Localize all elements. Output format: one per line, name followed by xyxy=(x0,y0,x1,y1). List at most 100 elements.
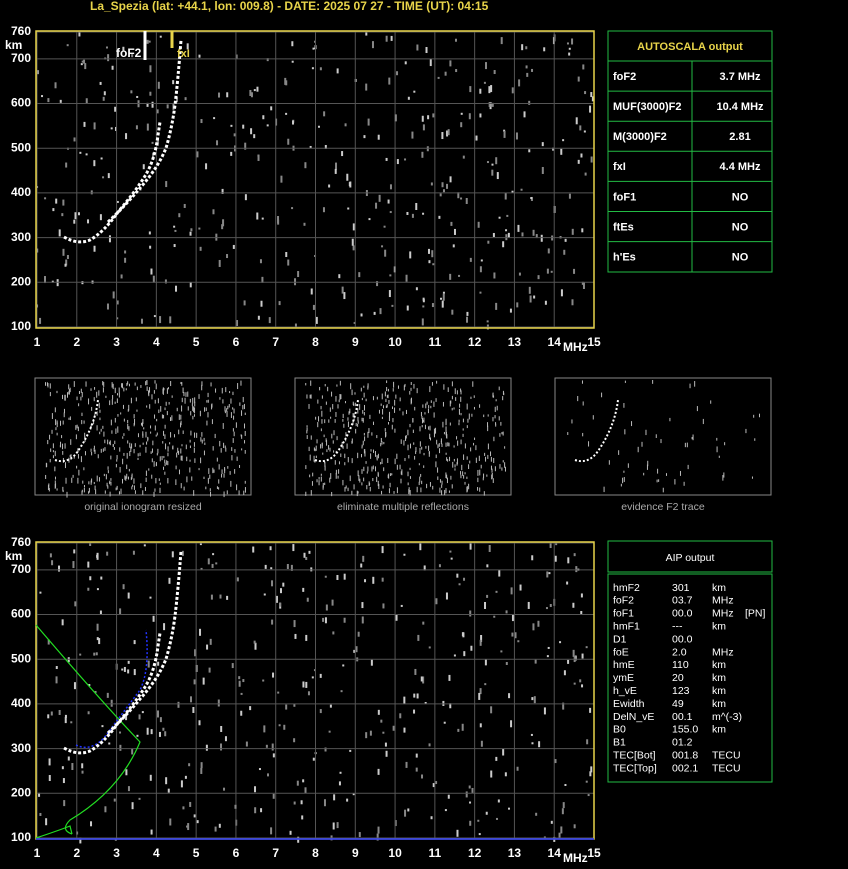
noise xyxy=(449,60,452,67)
panel-noise xyxy=(242,405,244,410)
panel-noise xyxy=(155,462,157,466)
noise xyxy=(341,151,344,157)
noise xyxy=(202,677,205,685)
noise xyxy=(346,798,349,802)
noise xyxy=(190,228,193,232)
panel-noise xyxy=(361,446,363,449)
panel-noise xyxy=(432,485,434,490)
noise xyxy=(336,822,339,829)
noise xyxy=(290,564,293,571)
noise xyxy=(521,232,524,237)
y-tick-label: 600 xyxy=(11,607,31,621)
panel-noise xyxy=(69,454,71,457)
panel-noise xyxy=(175,479,177,486)
noise xyxy=(523,111,526,118)
noise xyxy=(270,567,273,570)
noise xyxy=(406,305,409,311)
panel-noise xyxy=(320,428,322,432)
panel-noise xyxy=(192,405,194,411)
noise xyxy=(119,608,122,615)
panel-noise xyxy=(426,483,428,489)
panel-noise xyxy=(224,410,226,414)
panel-noise xyxy=(388,399,390,404)
noise xyxy=(284,77,287,85)
noise xyxy=(558,832,561,839)
panel-noise xyxy=(429,482,431,487)
panel-noise xyxy=(172,445,174,450)
panel-noise xyxy=(501,467,503,471)
noise xyxy=(385,157,388,161)
panel-noise xyxy=(237,383,239,390)
panel-noise xyxy=(153,461,155,467)
noise xyxy=(431,250,434,258)
noise xyxy=(526,72,529,77)
panel-noise xyxy=(228,404,230,408)
noise xyxy=(133,669,136,676)
panel-noise xyxy=(641,441,643,447)
noise xyxy=(49,553,52,558)
panel-noise xyxy=(335,469,337,475)
noise xyxy=(226,595,229,600)
noise xyxy=(372,576,375,584)
panel-noise xyxy=(45,474,47,479)
panel-noise xyxy=(244,423,246,429)
panel-noise xyxy=(169,442,171,445)
panel-noise xyxy=(462,471,464,476)
panel-noise xyxy=(206,400,208,403)
noise xyxy=(193,679,196,685)
noise xyxy=(45,818,48,826)
noise xyxy=(477,819,480,822)
noise xyxy=(308,550,311,554)
row-label: foF1 xyxy=(613,191,636,203)
panel-noise xyxy=(367,431,369,438)
panel-noise xyxy=(73,381,75,387)
noise xyxy=(243,300,246,306)
panel-noise xyxy=(164,434,166,440)
panel-noise xyxy=(77,449,79,453)
aip-cell: km xyxy=(712,659,726,671)
panel-noise xyxy=(100,428,102,432)
panel-noise xyxy=(62,489,64,493)
panel-noise xyxy=(485,456,487,462)
noise xyxy=(441,300,444,308)
panel-noise xyxy=(309,474,311,478)
noise xyxy=(470,645,473,651)
panel-noise xyxy=(110,478,112,481)
noise xyxy=(469,820,472,826)
noise xyxy=(580,610,583,615)
noise xyxy=(543,707,546,715)
panel-noise xyxy=(462,433,464,437)
panel-noise xyxy=(657,468,659,474)
panel-noise xyxy=(377,471,379,477)
panel-noise xyxy=(194,407,196,414)
panel-noise xyxy=(466,456,468,460)
noise xyxy=(454,38,457,42)
noise xyxy=(573,553,576,557)
noise xyxy=(491,102,494,107)
panel-noise xyxy=(445,420,447,426)
panel-noise xyxy=(689,383,691,389)
noise xyxy=(463,651,466,657)
noise xyxy=(448,674,451,681)
noise xyxy=(534,659,537,664)
noise xyxy=(457,192,460,199)
panel-noise xyxy=(127,440,129,444)
noise xyxy=(70,721,73,724)
panel-noise xyxy=(371,466,373,472)
panel-noise xyxy=(128,383,130,387)
panel-noise xyxy=(62,450,64,455)
noise xyxy=(441,182,444,188)
noise xyxy=(291,207,294,210)
panel-noise xyxy=(484,452,486,456)
panel-noise xyxy=(684,442,686,448)
noise xyxy=(466,311,469,316)
panel-noise xyxy=(146,441,148,445)
panel-noise xyxy=(454,388,456,395)
panel-noise xyxy=(433,432,435,438)
panel-noise xyxy=(103,473,105,477)
panel-noise xyxy=(344,462,346,466)
panel-noise xyxy=(244,487,246,493)
noise xyxy=(165,181,168,188)
noise xyxy=(209,638,212,645)
panel-noise xyxy=(130,397,132,404)
